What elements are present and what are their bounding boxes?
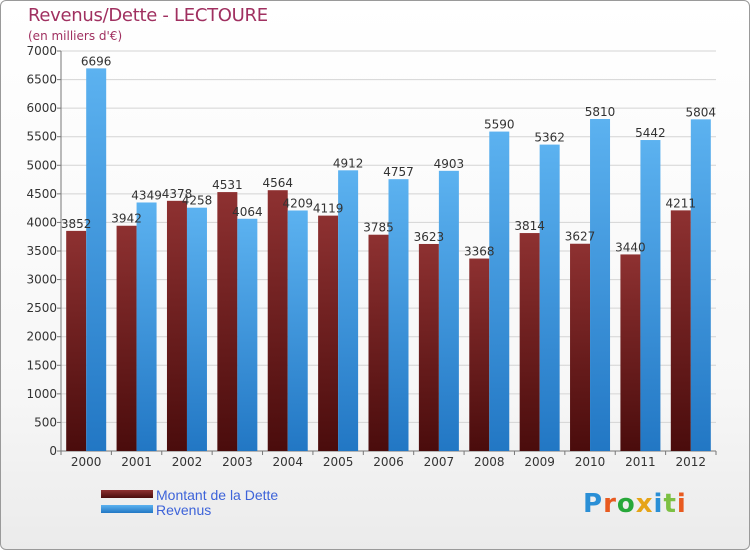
bar-debt (368, 234, 389, 451)
bar-revenue (690, 119, 711, 451)
x-tick-label: 2002 (172, 455, 203, 469)
value-label-debt: 4378 (162, 187, 193, 201)
y-tick-label: 0 (49, 444, 57, 458)
y-tick-label: 1500 (26, 358, 57, 372)
value-label-debt: 3623 (414, 230, 445, 244)
bar-revenue (86, 68, 107, 451)
chart-title: Revenus/Dette - LECTOURE (28, 5, 268, 26)
x-tick-label: 2009 (524, 455, 555, 469)
value-label-debt: 3942 (111, 212, 142, 226)
bar-revenue (186, 207, 207, 451)
y-tick-label: 1000 (26, 387, 57, 401)
y-tick-label: 2500 (26, 301, 57, 315)
bar-debt (217, 192, 238, 452)
x-tick-label: 2010 (575, 455, 606, 469)
x-tick-label: 2005 (323, 455, 354, 469)
bar-debt (318, 215, 339, 451)
value-label-debt: 3440 (615, 240, 646, 254)
value-label-debt: 3785 (363, 221, 394, 235)
value-label-revenue: 5810 (585, 105, 616, 119)
value-label-revenue: 5442 (635, 126, 666, 140)
bar-revenue (438, 170, 459, 452)
bar-revenue (539, 144, 560, 451)
value-label-revenue: 5590 (484, 118, 515, 132)
bar-debt (469, 258, 490, 451)
x-tick-label: 2008 (474, 455, 505, 469)
x-tick-label: 2007 (424, 455, 455, 469)
y-tick-label: 4000 (26, 215, 57, 229)
bar-debt (570, 243, 591, 451)
y-axis-ticks: 0 500 1000 1500 2000 2500 3000 3500 4000 4500 5000… (26, 44, 57, 458)
y-tick-label: 500 (34, 415, 57, 429)
bar-revenue (136, 202, 157, 451)
bar-debt (166, 200, 187, 451)
bar-debt (519, 233, 540, 451)
legend-swatch-debt (101, 490, 153, 498)
value-label-revenue: 6696 (81, 54, 112, 68)
value-label-revenue: 4912 (333, 156, 364, 170)
value-label-revenue: 4349 (131, 188, 162, 202)
value-label-debt: 3852 (61, 217, 92, 231)
x-tick-label: 2000 (71, 455, 102, 469)
y-tick-label: 2000 (26, 330, 57, 344)
bar-debt (267, 190, 288, 451)
x-tick-label: 2004 (272, 455, 303, 469)
y-tick-label: 3000 (26, 273, 57, 287)
legend-label-revenue: Revenus (156, 502, 212, 518)
x-tick-label: 2011 (625, 455, 656, 469)
bar-debt (418, 243, 439, 451)
legend-label-debt: Montant de la Dette (156, 487, 279, 503)
value-label-debt: 4531 (212, 178, 243, 192)
value-label-debt: 3368 (464, 245, 495, 259)
y-tick-label: 6000 (26, 101, 57, 115)
bar-debt (66, 230, 87, 451)
bar-revenue (338, 170, 359, 452)
proxiti-logo: Proxiti (583, 489, 687, 519)
value-label-revenue: 5804 (686, 105, 717, 119)
y-tick-label: 6500 (26, 73, 57, 87)
value-label-revenue: 4903 (434, 157, 465, 171)
bar-debt (116, 225, 137, 451)
legend-swatch-revenue (101, 505, 153, 513)
value-label-debt: 3627 (565, 230, 596, 244)
value-label-debt: 4564 (262, 176, 293, 190)
y-tick-label: 3500 (26, 244, 57, 258)
bar-revenue (640, 140, 661, 451)
y-tick-label: 5000 (26, 158, 57, 172)
value-label-revenue: 5362 (534, 131, 565, 145)
value-label-revenue: 4209 (282, 196, 313, 210)
value-label-debt: 3814 (514, 219, 545, 233)
value-label-revenue: 4064 (232, 205, 263, 219)
value-label-debt: 4119 (313, 202, 344, 216)
bar-revenue (237, 218, 258, 451)
bar-revenue (287, 210, 308, 451)
x-axis-ticks: 2000 2001 2002 2003 2004 2005 2006 2007 2008 2009… (60, 451, 717, 469)
value-label-debt: 4211 (666, 196, 697, 210)
chart-subtitle: (en milliers d'€) (28, 29, 123, 43)
x-tick-label: 2003 (222, 455, 253, 469)
x-tick-label: 2006 (373, 455, 404, 469)
bars (66, 68, 711, 452)
value-label-revenue: 4258 (182, 194, 213, 208)
y-tick-label: 4500 (26, 187, 57, 201)
bar-debt (620, 254, 641, 451)
y-tick-label: 5500 (26, 130, 57, 144)
x-tick-label: 2012 (676, 455, 707, 469)
bar-chart: 0 500 1000 1500 2000 2500 3000 3500 4000 4500 5000… (26, 44, 717, 469)
y-tick-label: 7000 (26, 44, 57, 58)
bar-revenue (590, 119, 611, 451)
x-tick-label: 2001 (121, 455, 152, 469)
value-label-revenue: 4757 (383, 165, 414, 179)
bar-revenue (489, 131, 510, 452)
bar-revenue (388, 179, 409, 451)
bar-debt (670, 210, 691, 451)
